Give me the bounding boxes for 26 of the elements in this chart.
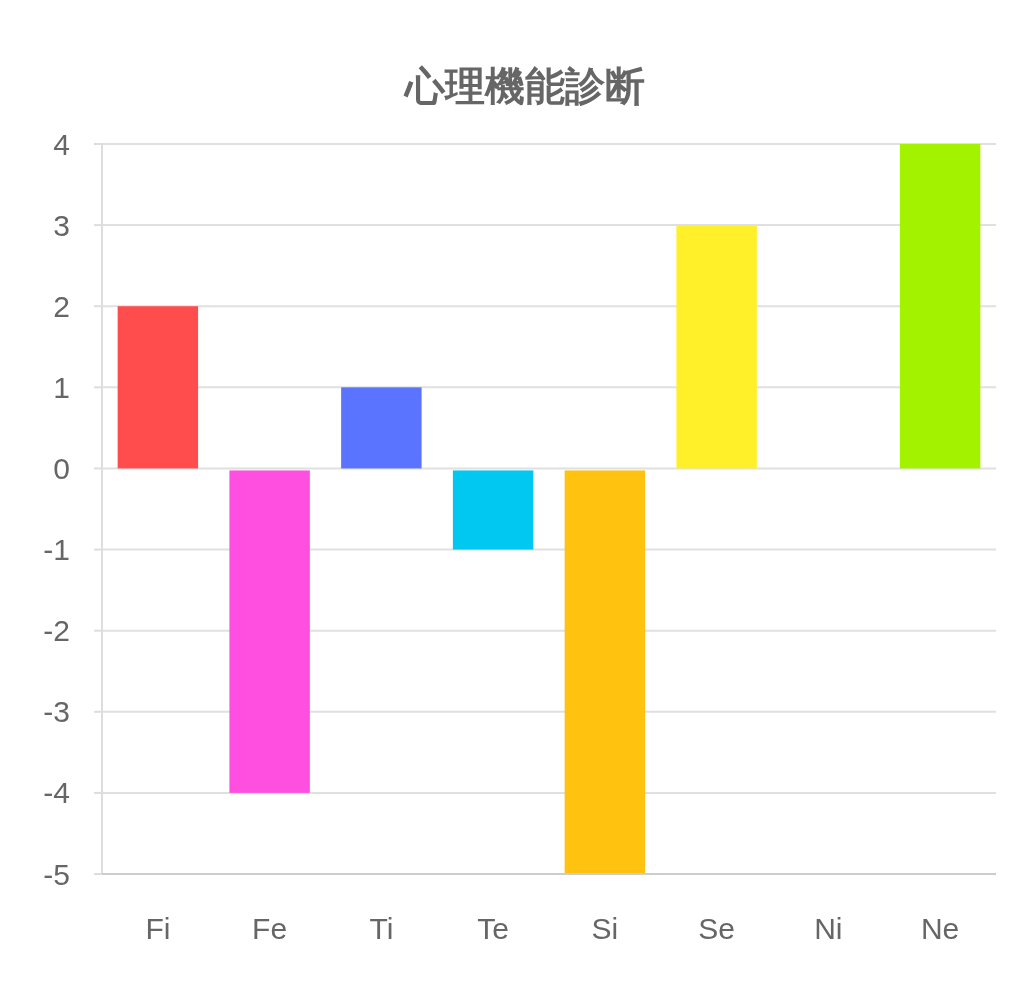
x-tick-label: Ni <box>814 912 843 945</box>
y-tick-label: 3 <box>53 208 70 242</box>
y-tick-label: 4 <box>53 127 70 161</box>
x-tick-label: Fi <box>145 912 171 945</box>
y-tick-label: -4 <box>43 776 70 810</box>
bar <box>564 470 646 874</box>
x-tick-label: Ne <box>920 912 960 945</box>
chart-title: 心理機能診断 <box>403 64 645 108</box>
y-tick-label: 2 <box>53 289 70 323</box>
bar <box>117 306 199 469</box>
y-tick-label: 0 <box>53 451 70 485</box>
x-tick-label: Si <box>591 912 619 945</box>
y-tick-label: -1 <box>43 533 70 567</box>
x-tick-label: Ti <box>369 912 394 945</box>
bar <box>676 225 757 469</box>
bar <box>899 144 981 469</box>
x-tick-label: Se <box>698 912 735 945</box>
y-tick-label: -2 <box>43 614 70 648</box>
y-tick-label: 1 <box>53 370 70 404</box>
x-tick-label: Te <box>477 912 509 945</box>
bar <box>341 387 422 469</box>
bar <box>229 470 310 793</box>
x-tick-label: Fe <box>252 912 288 945</box>
bar <box>452 470 534 550</box>
y-tick-label: -5 <box>43 857 70 891</box>
y-tick-label: -3 <box>43 695 70 729</box>
